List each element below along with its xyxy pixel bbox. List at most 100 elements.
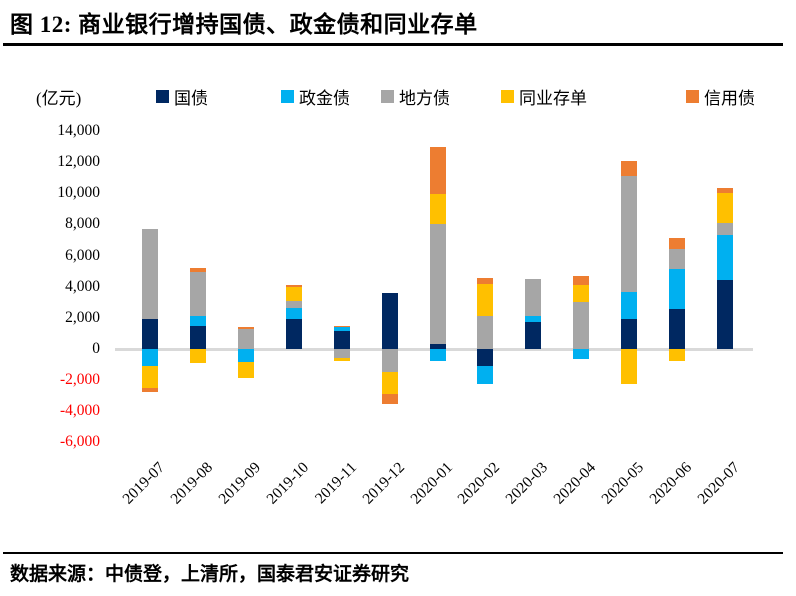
bar-segment-2020-04-series4 <box>573 275 590 286</box>
legend-swatch-icon <box>156 90 169 103</box>
x-tick-label: 2020-01 <box>406 459 456 508</box>
legend-label: 同业存单 <box>519 89 587 108</box>
bar-segment-2019-07-series1 <box>142 349 158 367</box>
bar-segment-2019-12-series2 <box>381 349 398 373</box>
y-tick-label: 12,000 <box>57 153 100 171</box>
bar-segment-2020-01-series3 <box>429 194 446 224</box>
bar-segment-2019-07-series3 <box>142 366 158 388</box>
x-tick-label: 2020-04 <box>550 459 600 508</box>
y-tick-label: -6,000 <box>59 433 100 451</box>
y-tick-label: -2,000 <box>59 371 100 389</box>
bar-segment-2020-03-series0 <box>525 321 542 349</box>
bar-segment-2019-11-series1 <box>333 327 350 332</box>
bar-segment-2019-09-series1 <box>237 349 254 363</box>
bar-segment-2019-09-series3 <box>237 362 254 378</box>
bar-segment-2019-08-series0 <box>189 325 206 349</box>
y-tick-label: 0 <box>92 340 100 357</box>
bar-segment-2019-09-series4 <box>237 327 254 329</box>
legend-swatch-icon <box>501 90 514 103</box>
bar-segment-2019-08-series4 <box>189 268 206 272</box>
bar-segment-2020-07-series2 <box>717 222 734 236</box>
y-tick-label: 2,000 <box>65 308 100 326</box>
x-tick-label: 2019-09 <box>215 459 264 508</box>
bar-segment-2019-12-series0 <box>381 292 398 349</box>
legend-label: 国债 <box>174 89 208 108</box>
data-source-text: 数据来源：中债登，上清所，国泰君安证券研究 <box>10 564 410 585</box>
legend-item-1: 政金债 <box>281 84 350 109</box>
bar-segment-2020-05-series1 <box>621 292 638 319</box>
bar-segment-2020-05-series2 <box>621 176 638 293</box>
y-tick-label: 4,000 <box>65 277 100 295</box>
legend-item-0: 国债 <box>156 84 208 109</box>
bar-segment-2020-02-series1 <box>477 366 494 385</box>
y-tick-label: -4,000 <box>59 402 100 420</box>
bar-segment-2019-10-series4 <box>285 285 302 288</box>
y-tick-label: 6,000 <box>65 246 100 264</box>
bar-segment-2020-02-series0 <box>477 349 494 367</box>
bar-segment-2019-07-series4 <box>142 387 158 392</box>
bar-segment-2019-07-series2 <box>142 229 158 320</box>
legend-label: 信用债 <box>704 89 755 108</box>
x-tick-label: 2020-02 <box>454 459 504 508</box>
bar-segment-2019-08-series2 <box>189 271 206 317</box>
bar-segment-2019-11-series0 <box>333 331 350 349</box>
bar-segment-2020-02-series4 <box>477 278 494 285</box>
y-tick-label: 10,000 <box>57 184 100 202</box>
bar-segment-2020-07-series3 <box>717 193 734 223</box>
bar-segment-2019-10-series2 <box>285 300 302 308</box>
legend-label: 地方债 <box>399 89 450 108</box>
x-tick-label: 2019-12 <box>359 459 408 508</box>
bar-segment-2019-12-series3 <box>381 372 398 395</box>
bar-segment-2020-06-series1 <box>669 268 686 310</box>
x-tick-label: 2020-05 <box>598 459 648 508</box>
bar-segment-2020-07-series0 <box>717 279 734 349</box>
legend-swatch-icon <box>686 90 699 103</box>
bar-segment-2020-03-series2 <box>525 278 542 316</box>
bar-segment-2019-11-series3 <box>333 358 350 361</box>
bar-segment-2020-07-series4 <box>717 187 734 194</box>
bar-segment-2019-12-series4 <box>381 394 398 405</box>
bar-segment-2020-04-series2 <box>573 301 590 349</box>
bar-segment-2019-08-series1 <box>189 316 206 326</box>
x-tick-label: 2019-11 <box>311 459 360 508</box>
bar-segment-2020-03-series1 <box>525 315 542 322</box>
x-tick-label: 2019-10 <box>263 459 312 508</box>
bar-segment-2019-11-series4 <box>333 325 350 328</box>
legend-swatch-icon <box>281 90 294 103</box>
y-tick-label: 14,000 <box>57 122 100 139</box>
y-axis-unit-label: (亿元) <box>36 89 82 108</box>
bar-segment-2019-08-series3 <box>189 349 206 363</box>
title-divider <box>3 43 783 46</box>
x-tick-label: 2019-07 <box>119 459 169 508</box>
bar-segment-2020-02-series3 <box>477 284 494 317</box>
bar-segment-2020-07-series1 <box>717 235 734 280</box>
bar-segment-2020-01-series1 <box>429 349 446 361</box>
bar-segment-2020-01-series0 <box>429 343 446 349</box>
bar-segment-2019-10-series3 <box>285 287 302 301</box>
legend-swatch-icon <box>381 90 394 103</box>
legend-item-2: 地方债 <box>381 84 450 109</box>
y-tick-label: 8,000 <box>65 215 100 233</box>
bar-segment-2019-11-series2 <box>333 349 350 359</box>
legend-item-4: 信用债 <box>686 84 755 109</box>
x-tick-label: 2020-06 <box>646 459 696 508</box>
bar-segment-2019-10-series1 <box>285 307 302 319</box>
legend-item-3: 同业存单 <box>501 84 587 109</box>
x-tick-label: 2020-07 <box>694 459 744 508</box>
bar-segment-2020-06-series2 <box>669 248 686 269</box>
bar-segment-2020-04-series1 <box>573 349 590 360</box>
bar-segment-2020-02-series2 <box>477 316 494 349</box>
bar-segment-2020-01-series4 <box>429 147 446 195</box>
bar-segment-2020-06-series4 <box>669 237 686 249</box>
bar-segment-2020-04-series3 <box>573 285 590 302</box>
bar-segment-2020-01-series2 <box>429 223 446 344</box>
bar-segment-2020-06-series3 <box>669 349 686 361</box>
bar-segment-2020-05-series3 <box>621 349 638 385</box>
x-tick-label: 2019-08 <box>167 459 216 508</box>
source-divider <box>3 552 783 554</box>
bar-segment-2020-05-series0 <box>621 318 638 349</box>
bar-segment-2019-10-series0 <box>285 318 302 349</box>
figure-title: 图 12: 商业银行增持国债、政金债和同业存单 <box>10 12 478 37</box>
legend-label: 政金债 <box>299 89 350 108</box>
